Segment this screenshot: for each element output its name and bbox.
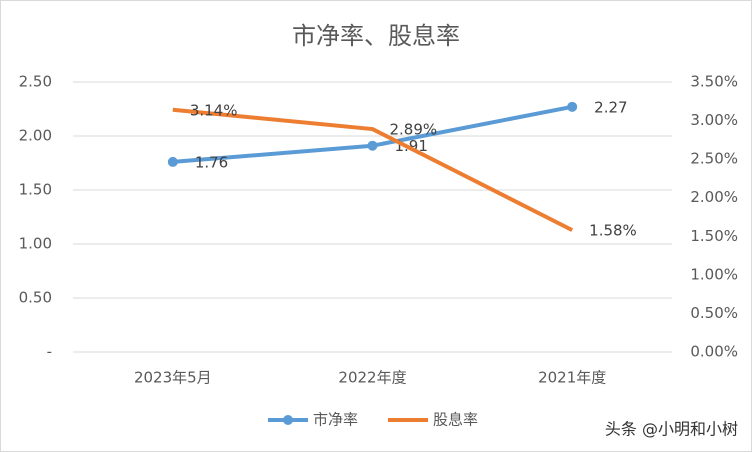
y-tick-label: 2.00: [19, 127, 52, 145]
data-label: 1.76: [195, 153, 228, 171]
y-tick-label: -: [47, 343, 52, 361]
point: [367, 140, 378, 151]
legend-marker: [283, 415, 293, 425]
y2-tick-label: 0.00%: [690, 343, 738, 361]
y2-tick-label: 2.00%: [690, 188, 738, 206]
y2-tick-label: 3.00%: [690, 111, 738, 129]
x-tick-label: 2021年度: [538, 369, 606, 387]
y2-tick-label: 1.50%: [690, 227, 738, 245]
data-label: 1.58%: [589, 222, 637, 240]
y2-tick-label: 3.50%: [690, 73, 738, 91]
y-tick-label: 2.50: [19, 73, 52, 91]
y-tick-label: 1.50: [19, 181, 52, 199]
point: [567, 101, 578, 112]
data-label: 3.14%: [190, 101, 238, 119]
data-label: 2.89%: [390, 121, 438, 139]
y2-tick-label: 1.00%: [690, 265, 738, 283]
y-tick-label: 1.00: [19, 235, 52, 253]
line: [172, 107, 574, 232]
y2-tick-label: 0.50%: [690, 304, 738, 322]
y-tick-label: 0.50: [19, 289, 52, 307]
point: [167, 156, 178, 167]
x-tick-label: 2022年度: [338, 369, 406, 387]
chart-title: 市净率、股息率: [292, 22, 460, 50]
data-label: 2.27: [594, 98, 627, 116]
legend-label: 股息率: [433, 411, 478, 429]
x-tick-label: 2023年5月: [134, 369, 212, 387]
legend-label: 市净率: [313, 411, 358, 429]
y2-tick-label: 2.50%: [690, 150, 738, 168]
watermark: 头条 @小明和小树: [605, 420, 738, 439]
